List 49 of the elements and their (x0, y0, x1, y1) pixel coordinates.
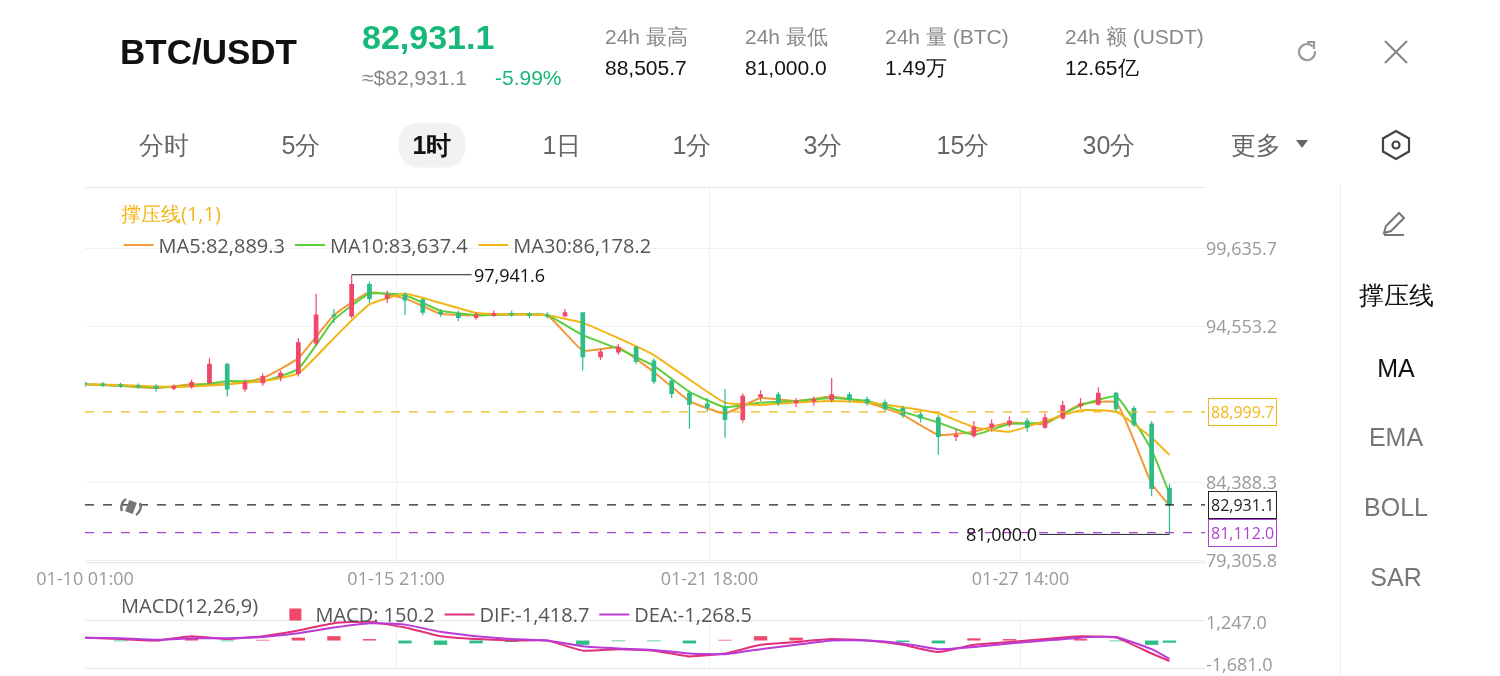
text: 12.65亿 (1065, 55, 1139, 81)
text: SAR (1370, 562, 1422, 592)
text: BTC/USDT (120, 32, 297, 72)
text: 分时 (139, 129, 189, 161)
text: ≈$82,931.1 (362, 66, 467, 90)
ref-line-label: 81,112.0 (1211, 522, 1275, 544)
text: 更多 (1231, 129, 1281, 161)
x-tick-label: 01-27 14:00 (971, 565, 1070, 590)
text: -5.99% (495, 66, 562, 90)
legend-label: MA30:86,178.2 (513, 231, 652, 259)
ref-line-label: 82,931.1 (1211, 494, 1275, 516)
text: 24h 额 (USDT) (1065, 24, 1204, 50)
text: 1.49万 (885, 55, 947, 81)
chart-title: MACD(12,26,9) (121, 592, 259, 619)
text: 24h 量 (BTC) (885, 24, 1009, 50)
y-tick-label: 84,388.3 (1206, 469, 1278, 494)
text: 1时 (398, 122, 466, 168)
legend-label: MA5:82,889.3 (158, 231, 285, 259)
y-tick-label: 79,305.8 (1206, 547, 1278, 572)
annotation: 81,000.0 (966, 522, 1038, 546)
text: 24h 最高 (605, 24, 688, 50)
text: 15分 (936, 129, 990, 161)
x-tick-label: 01-21 18:00 (660, 565, 759, 590)
text: EMA (1368, 422, 1424, 452)
text: 1日 (542, 129, 582, 161)
text: 88,505.7 (605, 56, 687, 80)
text: 81,000.0 (745, 56, 827, 80)
text: 撑压线 (1358, 279, 1434, 311)
text: 3分 (803, 129, 843, 161)
text: 30分 (1082, 129, 1136, 161)
text: 24h 最低 (745, 24, 828, 50)
text: 82,931.1 (362, 17, 495, 57)
y-tick-label: 1,247.0 (1206, 609, 1267, 634)
legend-label: MACD: 150.2 (315, 601, 435, 629)
ref-line-label: 88,999.7 (1211, 401, 1275, 423)
y-tick-label: 99,635.7 (1206, 236, 1278, 261)
text: BOLL (1364, 492, 1428, 522)
text: 撑压线(1,1) (121, 200, 221, 227)
x-tick-label: 01-15 21:00 (347, 565, 445, 590)
legend-label: DIF:-1,418.7 (479, 601, 590, 629)
annotation: 97,941.6 (474, 263, 546, 287)
text: 5分 (281, 129, 321, 161)
y-tick-label: 94,553.2 (1206, 313, 1278, 338)
text: MA (1377, 353, 1415, 383)
text: 1分 (672, 129, 712, 161)
y-tick-label: -1,681.0 (1206, 652, 1273, 676)
x-tick-label: 01-10 01:00 (36, 565, 134, 590)
legend-label: MA10:83,637.4 (329, 231, 469, 259)
legend-label: DEA:-1,268.5 (634, 601, 752, 629)
